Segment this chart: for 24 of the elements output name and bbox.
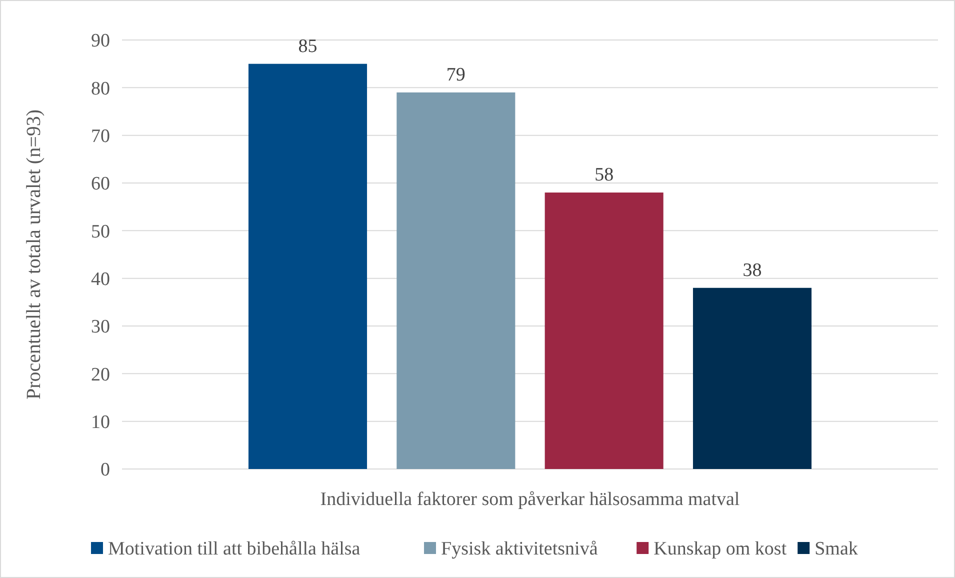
data-label: 85 xyxy=(298,36,318,57)
y-tick-label: 60 xyxy=(91,174,110,195)
x-tick-label: Individuella faktorer som påverkar hälsosamma matval xyxy=(320,489,740,510)
y-tick-label: 90 xyxy=(91,30,110,52)
y-tick-label: 20 xyxy=(91,364,110,386)
y-tick-label: 80 xyxy=(91,78,110,100)
y-axis-title: Procentuellt av totala urvalet (n=93) xyxy=(23,109,45,400)
y-tick-label: 70 xyxy=(91,126,110,147)
data-label: 79 xyxy=(446,64,466,86)
y-tick-label: 30 xyxy=(91,316,110,338)
bar xyxy=(248,64,368,469)
legend-label: Smak xyxy=(814,538,858,560)
y-tick-label: 10 xyxy=(91,412,110,433)
legend-label: Motivation till att bibehålla hälsa xyxy=(108,538,361,560)
data-label: 38 xyxy=(742,260,762,281)
bar xyxy=(692,288,812,469)
y-tick-label: 50 xyxy=(91,221,110,242)
data-label: 58 xyxy=(594,164,614,186)
y-tick-label: 0 xyxy=(100,460,110,481)
bar xyxy=(396,92,516,469)
bar xyxy=(544,192,664,469)
legend-label: Fysisk aktivitetsnivå xyxy=(441,538,598,560)
legend-label: Kunskap om kost xyxy=(654,538,788,560)
y-tick-label: 40 xyxy=(91,268,110,290)
